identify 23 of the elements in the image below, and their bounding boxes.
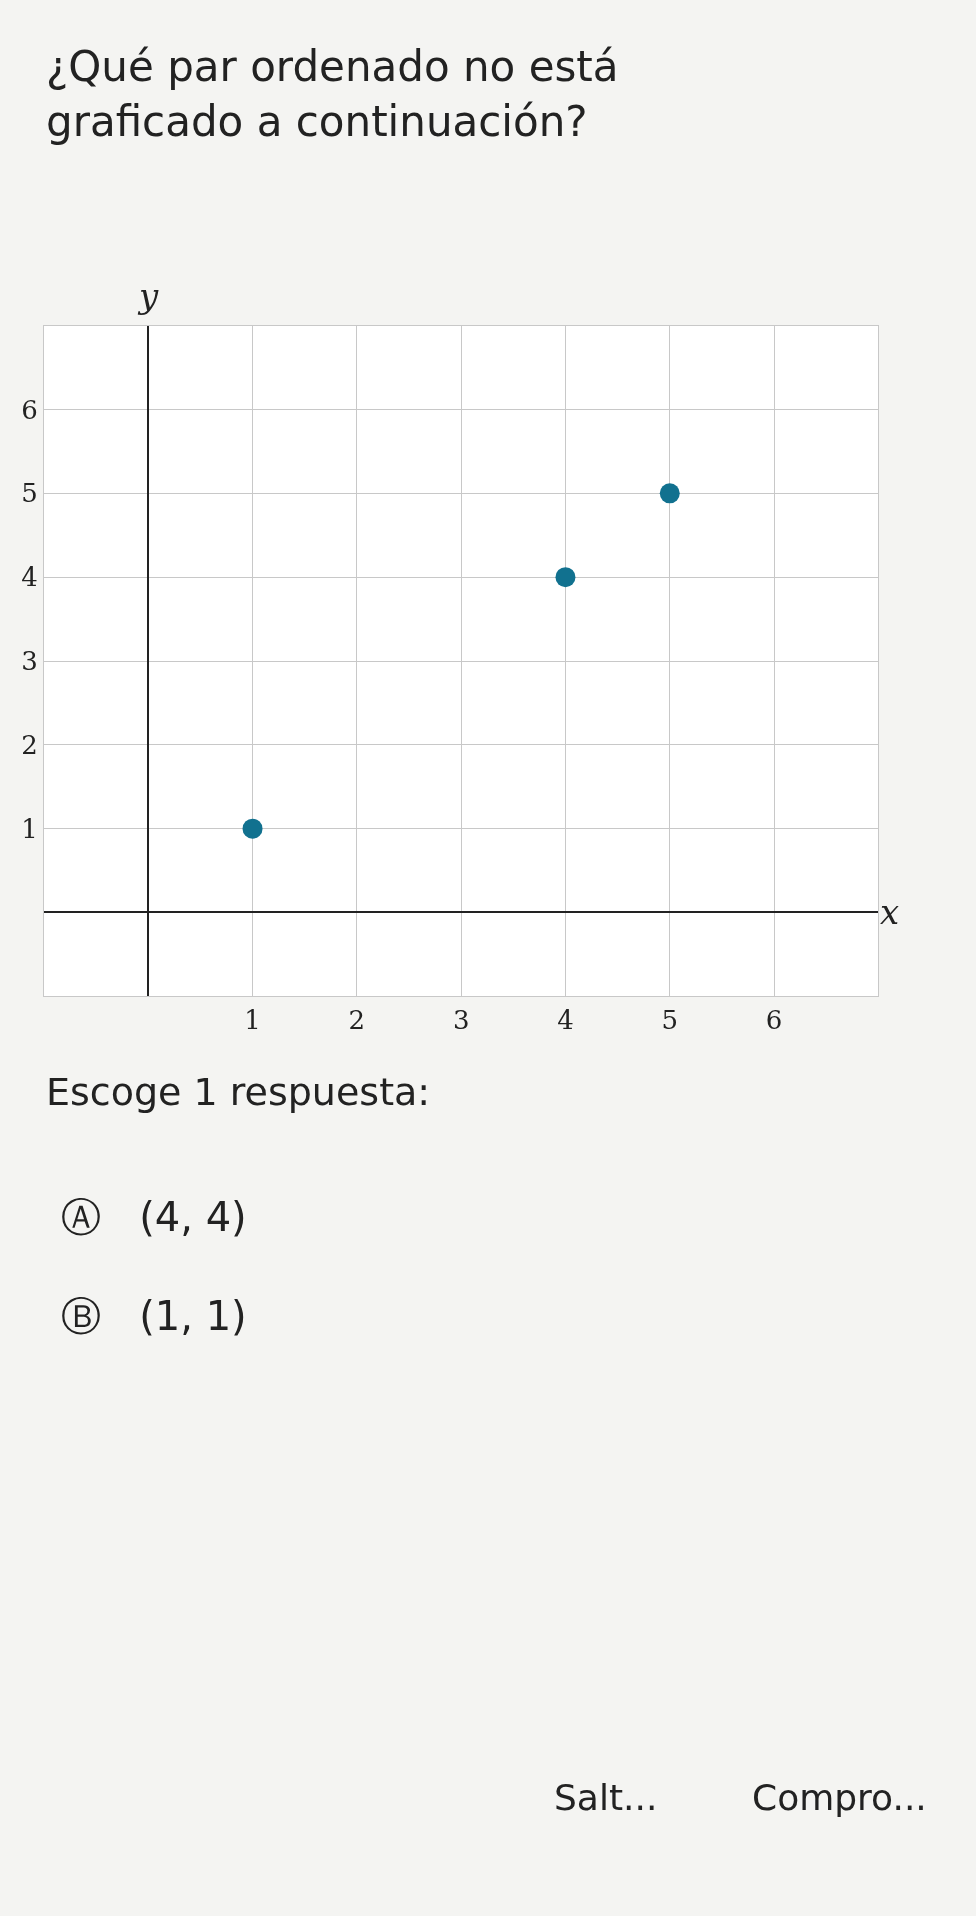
- chart-title: ¿Qué par ordenado no está graficado a continuación?: [46, 42, 619, 146]
- text: Ⓐ (4, 4): [61, 1194, 247, 1240]
- text: Ⓑ (1, 1): [61, 1293, 247, 1339]
- x-tick-label: 2: [348, 1004, 366, 1035]
- point: [242, 818, 263, 839]
- y-tick-label: 1: [21, 813, 38, 844]
- x-tick-label: 4: [557, 1004, 574, 1035]
- x-tick-label: 5: [661, 1004, 679, 1035]
- y-tick-label: 5: [21, 478, 38, 509]
- x-tick-label: 6: [765, 1004, 783, 1035]
- point: [555, 567, 576, 588]
- y-tick-label: 2: [21, 729, 38, 760]
- y-tick-label: 3: [21, 646, 38, 677]
- x-tick-label: 1: [244, 1004, 261, 1035]
- point: [659, 483, 680, 504]
- x-axis-title: x: [880, 892, 900, 932]
- text: Salt...: [554, 1777, 658, 1818]
- text: Compro...: [752, 1777, 927, 1818]
- y-tick-label: 4: [21, 562, 38, 593]
- y-tick-label: 6: [21, 394, 38, 425]
- x-tick-label: 3: [452, 1004, 470, 1035]
- text: Escoge 1 respuesta:: [46, 1070, 431, 1114]
- y-axis-title: y: [137, 276, 159, 316]
